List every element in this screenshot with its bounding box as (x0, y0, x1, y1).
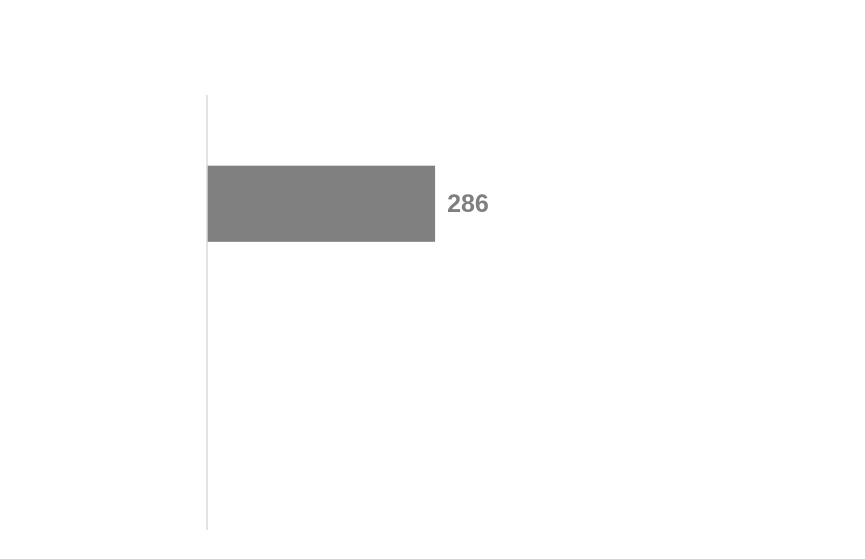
data-label-group: 286 (447, 190, 489, 218)
bar-group (207, 165, 436, 242)
data-label-0: 286 (447, 190, 489, 218)
bar-0 (207, 165, 436, 242)
